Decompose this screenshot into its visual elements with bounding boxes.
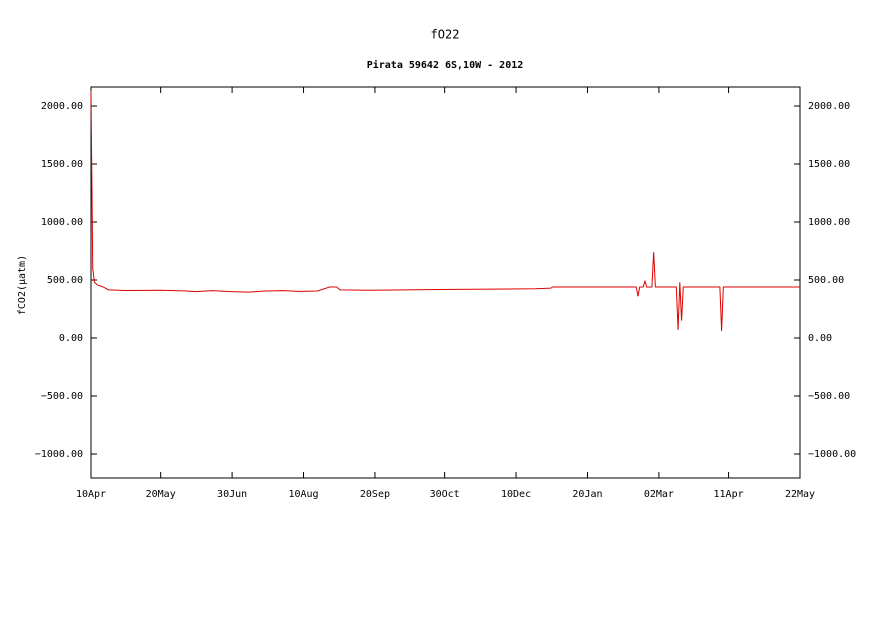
chart-title: fO22 — [431, 28, 460, 42]
x-tick-label: 11Apr — [714, 489, 744, 500]
x-tick-label: 10Dec — [501, 489, 531, 500]
x-tick-label: 02Mar — [644, 489, 674, 500]
y-tick-label: 1500.00 — [41, 159, 83, 170]
x-tick-label: 20May — [146, 489, 176, 500]
y-tick-label: −500.00 — [41, 391, 83, 402]
x-tick-label: 10Apr — [76, 489, 106, 500]
y-tick-label: −500.00 — [808, 391, 850, 402]
y-tick-label: 500.00 — [47, 275, 83, 286]
y-tick-label: 0.00 — [808, 333, 832, 344]
y-tick-label: 1500.00 — [808, 159, 850, 170]
y-tick-label: 0.00 — [59, 333, 83, 344]
x-tick-label: 30Jun — [217, 489, 247, 500]
y-tick-label: −1000.00 — [808, 449, 856, 460]
y-tick-label: 1000.00 — [41, 217, 83, 228]
x-tick-label: 10Aug — [288, 489, 318, 500]
y-tick-label: 2000.00 — [41, 101, 83, 112]
y-tick-label: 500.00 — [808, 275, 844, 286]
y-axis-label: fCO2(μatm) — [17, 255, 28, 315]
x-tick-label: 20Sep — [360, 489, 390, 500]
y-tick-label: 1000.00 — [808, 217, 850, 228]
y-tick-label: 2000.00 — [808, 101, 850, 112]
x-tick-label: 30Oct — [430, 489, 460, 500]
data-line — [90, 90, 800, 332]
x-tick-label: 20Jan — [572, 489, 602, 500]
x-tick-label: 22May — [785, 489, 815, 500]
y-tick-label: −1000.00 — [35, 449, 83, 460]
plot-frame — [90, 86, 801, 479]
chart-subtitle: Pirata 59642 6S,10W - 2012 — [367, 59, 524, 71]
